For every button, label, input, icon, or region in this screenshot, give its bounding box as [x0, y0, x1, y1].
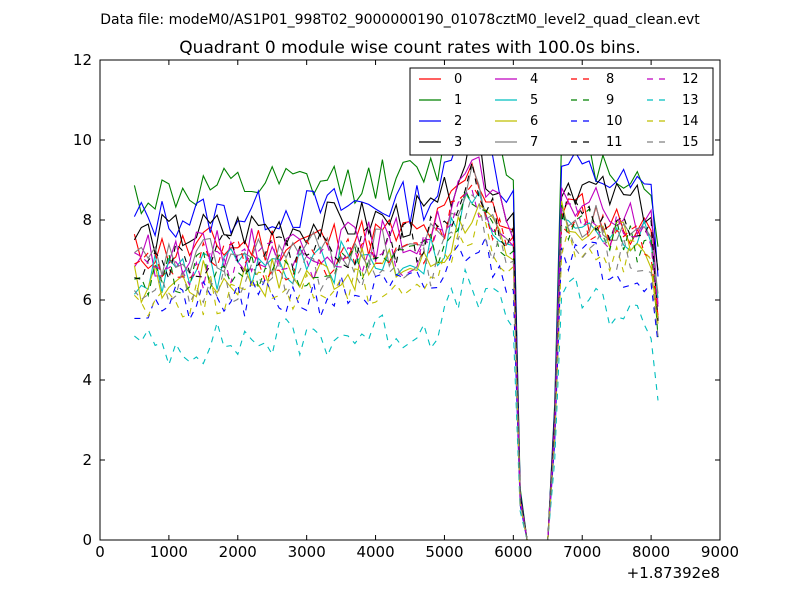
- legend-label-2: 2: [454, 114, 462, 129]
- x-tick-label: 3000: [288, 543, 326, 561]
- legend-label-0: 0: [454, 72, 462, 87]
- y-tick-label: 4: [82, 371, 92, 389]
- legend-label-12: 12: [682, 72, 699, 87]
- x-offset-label: +1.87392e8: [627, 564, 720, 582]
- y-tick-label: 8: [82, 211, 92, 229]
- plot-frame: [99, 59, 721, 541]
- x-tick-label: 6000: [494, 543, 532, 561]
- legend-box: [409, 67, 714, 156]
- x-tick-label: 9000: [701, 543, 739, 561]
- series-line-6: [133, 200, 659, 540]
- y-tick-label: 10: [73, 131, 92, 149]
- legend-label-6: 6: [530, 114, 538, 129]
- legend-label-14: 14: [682, 114, 699, 129]
- series-line-13: [134, 267, 659, 540]
- legend-label-7: 7: [530, 135, 538, 150]
- y-tick-label: 2: [82, 451, 92, 469]
- legend-label-1: 1: [454, 93, 462, 108]
- x-tick-label: 2000: [219, 543, 257, 561]
- chart-suptitle: Data file: modeM0/AS1P01_998T02_90000001…: [100, 12, 700, 28]
- legend-label-9: 9: [606, 93, 614, 108]
- legend-label-10: 10: [606, 114, 623, 129]
- x-tick-label: 1000: [150, 543, 188, 561]
- x-tick-label: 5000: [425, 543, 463, 561]
- y-tick-label: 0: [82, 531, 92, 549]
- legend-label-11: 11: [606, 135, 623, 150]
- legend-label-5: 5: [530, 93, 538, 108]
- series-line-2: [133, 133, 659, 540]
- legend-label-8: 8: [606, 72, 614, 87]
- series-line-0: [133, 161, 659, 540]
- series-line-10: [134, 235, 659, 540]
- legend-label-15: 15: [682, 135, 699, 150]
- series-line-4: [133, 156, 659, 540]
- x-tick-label: 8000: [632, 543, 670, 561]
- series-line-9: [134, 188, 659, 540]
- x-tick-label: 0: [95, 543, 105, 561]
- legend-label-3: 3: [454, 135, 462, 150]
- legend-label-4: 4: [530, 72, 538, 87]
- series-line-15: [133, 194, 659, 540]
- x-tick-label: 7000: [563, 543, 601, 561]
- series-line-8: [134, 183, 659, 540]
- y-tick-label: 12: [73, 51, 92, 69]
- y-tick-label: 6: [82, 291, 92, 309]
- series-line-7: [134, 163, 659, 540]
- series-line-11: [134, 162, 659, 540]
- x-tick-label: 4000: [356, 543, 394, 561]
- axes-layer: 0 1000 2000 3000 4000 5000 6000 7000 8000 9000 0 2 4…: [73, 51, 739, 561]
- chart-title: Quadrant 0 module wise count rates with …: [179, 38, 640, 58]
- series-line-12: [134, 188, 659, 540]
- legend-label-13: 13: [682, 93, 699, 108]
- series-line-3: [133, 128, 659, 540]
- series-layer: [133, 82, 659, 540]
